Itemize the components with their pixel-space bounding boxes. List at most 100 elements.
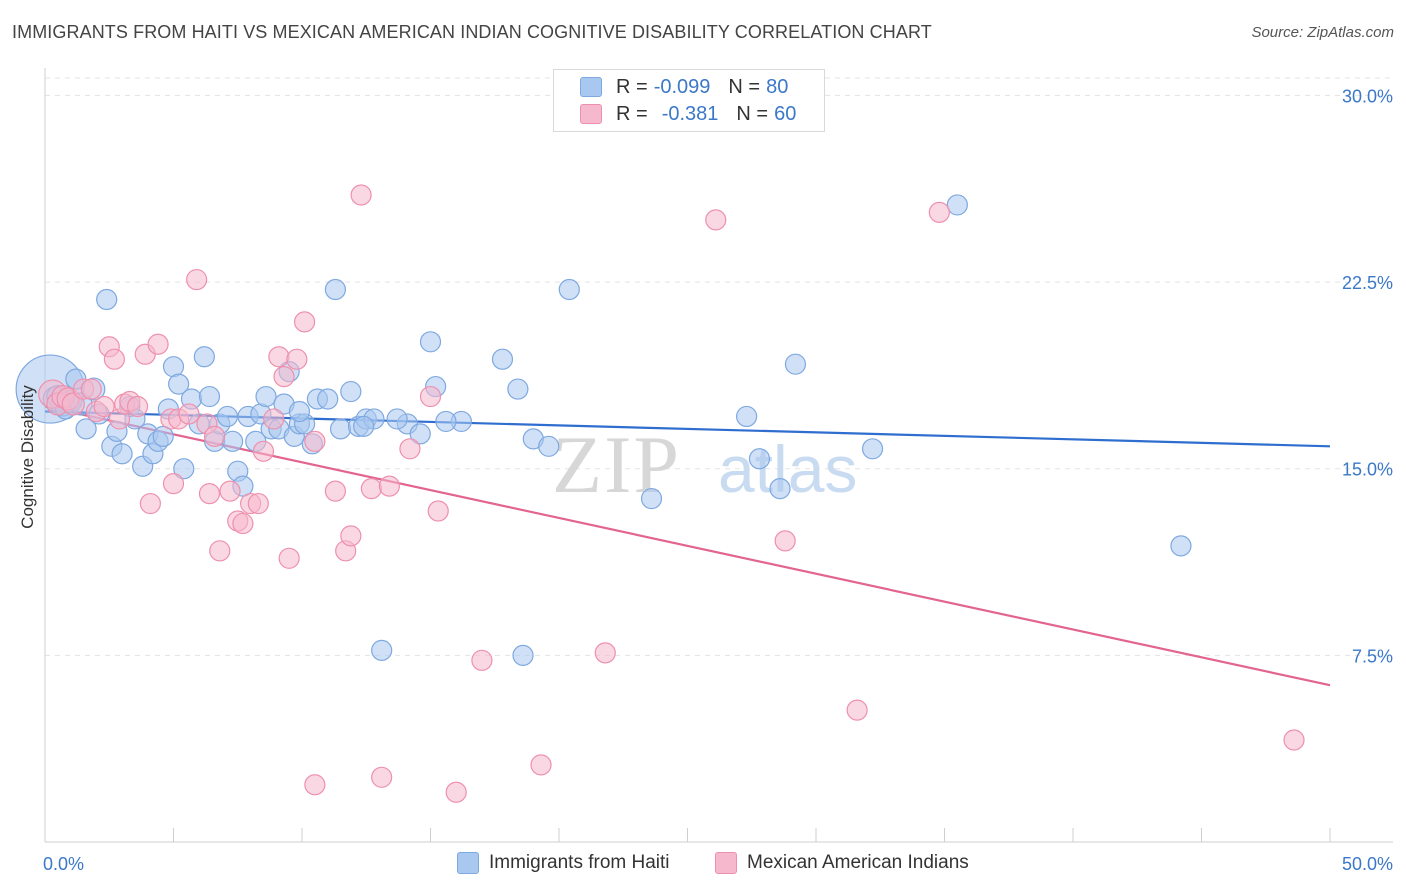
data-point (204, 425, 226, 447)
x-tick-label-start: 0.0% (43, 854, 84, 874)
data-point (769, 478, 791, 500)
data-point (340, 380, 362, 403)
series-legend-haiti[interactable]: Immigrants from Haiti (457, 852, 670, 874)
data-point (386, 408, 408, 430)
legend-n-value-haiti: 80 (766, 75, 789, 98)
legend-n-value-mexican: 60 (774, 102, 797, 125)
data-point (640, 487, 663, 510)
data-point (103, 348, 125, 370)
axes (44, 68, 1393, 843)
data-point (273, 366, 295, 388)
data-point (317, 388, 339, 410)
data-point (353, 415, 375, 438)
data-point (435, 410, 457, 433)
data-point (126, 395, 149, 418)
data-points (15, 184, 1305, 803)
data-point (861, 438, 884, 460)
data-point (371, 639, 393, 661)
series-points-1 (38, 184, 1305, 803)
chart-title: IMMIGRANTS FROM HAITI VS MEXICAN AMERICA… (12, 22, 932, 42)
data-point (340, 525, 362, 547)
x-tick-label-end: 50.0% (1342, 854, 1393, 874)
y-axis-label: Cognitive Disability (18, 385, 37, 529)
data-point (491, 348, 514, 370)
data-point (378, 475, 400, 497)
data-point (96, 288, 118, 311)
data-point (193, 346, 215, 368)
data-point (736, 405, 758, 428)
data-point (846, 699, 868, 721)
data-point (329, 418, 352, 440)
data-point (784, 353, 807, 375)
data-point (232, 512, 254, 535)
legend-row-mexican: R = -0.381 N = 60 (580, 102, 796, 126)
legend-n-label: N = (728, 75, 761, 98)
source-label: Source: ZipAtlas.com (1251, 24, 1394, 41)
data-point (222, 430, 244, 452)
data-point (427, 500, 449, 522)
data-point (288, 400, 311, 423)
data-point (471, 649, 493, 671)
data-point (928, 201, 950, 223)
data-point (399, 438, 421, 460)
data-point (507, 378, 529, 400)
data-point (178, 403, 200, 425)
legend-swatch-haiti (580, 77, 602, 97)
legend-swatch-mexican (580, 104, 602, 124)
data-point (216, 405, 239, 428)
legend-r-label: R = (616, 75, 648, 98)
data-point (286, 348, 308, 370)
y-tick-label: 30.0% (1342, 86, 1393, 106)
data-point (198, 385, 221, 408)
data-point (198, 482, 221, 505)
data-point (304, 774, 326, 796)
data-point (1283, 729, 1305, 751)
data-point (162, 473, 185, 495)
data-point (594, 642, 616, 664)
y-tick-label: 22.5% (1342, 273, 1393, 293)
data-point (512, 644, 534, 666)
data-point (168, 373, 190, 395)
correlation-legend: R = -0.099 N = 80 R = -0.381 N = 60 (553, 69, 825, 132)
tick-labels: 7.5% 15.0% 22.5% 30.0% 0.0% 50.0% (43, 86, 1393, 874)
data-point (324, 480, 347, 502)
data-point (371, 766, 393, 788)
data-point (530, 754, 552, 776)
data-point (93, 395, 115, 418)
data-point (278, 547, 300, 569)
data-point (80, 378, 102, 400)
series-legend-mexican[interactable]: Mexican American Indians (715, 852, 969, 874)
data-point (445, 781, 467, 803)
series-legend: Immigrants from Haiti Mexican American I… (0, 852, 1406, 878)
data-point (774, 530, 796, 552)
legend-r-value-mexican: -0.381 (661, 102, 719, 125)
data-point (538, 435, 560, 457)
data-point (1170, 535, 1192, 557)
data-point (263, 408, 285, 430)
data-point (173, 458, 195, 480)
series-label-mexican: Mexican American Indians (747, 852, 969, 873)
data-point (219, 480, 241, 502)
data-point (360, 478, 382, 500)
series-swatch-mexican (715, 852, 737, 874)
data-point (139, 492, 161, 515)
data-point (111, 443, 133, 465)
y-tick-label: 15.0% (1342, 460, 1393, 480)
data-point (350, 184, 372, 206)
legend-n-label: N = (736, 102, 769, 125)
data-point (152, 425, 174, 447)
data-point (293, 311, 316, 333)
data-point (304, 430, 326, 452)
data-point (255, 385, 277, 408)
data-point (268, 346, 290, 368)
series-swatch-haiti (457, 852, 479, 874)
data-point (247, 492, 269, 515)
data-point (324, 278, 347, 301)
data-point (209, 540, 231, 562)
grid-lines (45, 77, 1393, 656)
data-point (946, 194, 968, 216)
data-point (409, 423, 431, 445)
legend-r-value-haiti: -0.099 (653, 75, 711, 98)
data-point (252, 440, 275, 462)
